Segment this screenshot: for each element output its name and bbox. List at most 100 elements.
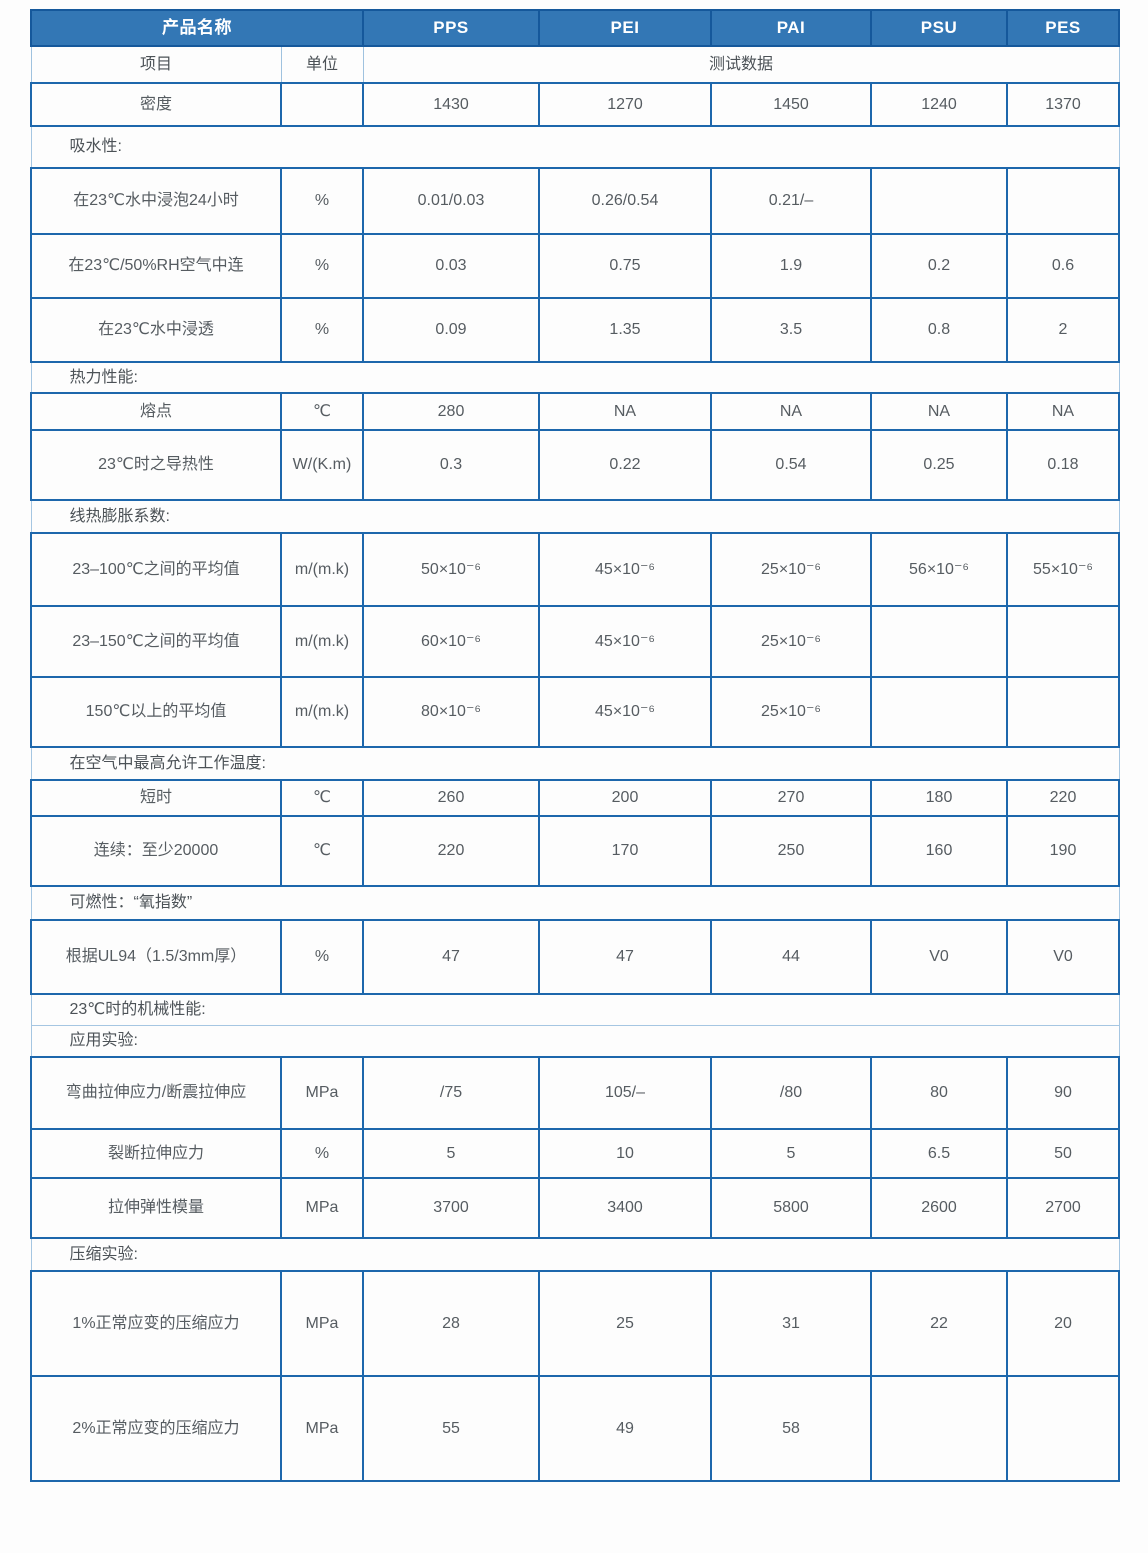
table-row: 熔点 ℃ 280 NA NA NA NA — [30, 392, 1120, 431]
value-cell: 2700 — [1006, 1177, 1120, 1239]
table-row: 拉伸弹性模量 MPa 3700 3400 5800 2600 2700 — [30, 1177, 1120, 1239]
item-label-cell: 连续：至少20000 — [30, 815, 282, 887]
page: 产品名称 PPS PEI PAI PSU PES 项目 单位 测试数据 密度 14… — [30, 9, 1120, 1482]
value-cell: 0.54 — [710, 429, 872, 501]
value-cell: NA — [1006, 392, 1120, 431]
unit-cell: % — [280, 233, 364, 299]
table-row: 23–100℃之间的平均值 m/(m.k) 50×10⁻⁶ 45×10⁻⁶ 25×10⁻… — [30, 532, 1120, 607]
unit-header: 单位 — [280, 45, 364, 84]
unit-cell — [280, 82, 364, 127]
value-cell: 0.8 — [870, 297, 1008, 363]
value-cell: 20 — [1006, 1270, 1120, 1377]
table-row: 裂断拉伸应力% 5 10 5 6.5 50 — [30, 1128, 1120, 1179]
value-cell: 49 — [538, 1375, 712, 1482]
value-cell: 200 — [538, 779, 712, 817]
section-label: 吸水性: — [30, 125, 1120, 169]
value-cell: 1270 — [538, 82, 712, 127]
value-cell: 1450 — [710, 82, 872, 127]
value-cell: V0 — [870, 919, 1008, 995]
unit-cell: m/(m.k) — [280, 676, 364, 748]
value-cell: 0.6 — [1006, 233, 1120, 299]
section-label: 线热膨胀系数: — [30, 499, 1120, 534]
value-cell: 45×10⁻⁶ — [538, 605, 712, 678]
value-cell: 90 — [1006, 1056, 1120, 1130]
value-cell: 0.01/0.03 — [362, 167, 540, 235]
column-header-pps: PPS — [362, 9, 540, 47]
table-row: 在23℃水中浸透% 0.09 1.35 3.5 0.8 2 — [30, 297, 1120, 363]
section-label: 23℃时的机械性能: — [30, 993, 1120, 1026]
table-row: 短时 ℃ 260 200 270 180 220 — [30, 779, 1120, 817]
table-row: 23℃时之导热性 W/(K.m) 0.3 0.22 0.54 0.25 0.18 — [30, 429, 1120, 501]
value-cell: 0.03 — [362, 233, 540, 299]
section-row: 应用实验: — [30, 1024, 1120, 1058]
value-cell: 45×10⁻⁶ — [538, 532, 712, 607]
value-cell: 80×10⁻⁶ — [362, 676, 540, 748]
item-label-cell: 拉伸弹性模量 — [30, 1177, 282, 1239]
item-label-cell: 弯曲拉伸应力/断震拉伸应 — [30, 1056, 282, 1130]
unit-cell: m/(m.k) — [280, 605, 364, 678]
value-cell: 25×10⁻⁶ — [710, 676, 872, 748]
table-row: 23–150℃之间的平均值 m/(m.k) 60×10⁻⁶ 45×10⁻⁶ 25×10⁻… — [30, 605, 1120, 678]
value-cell — [1006, 676, 1120, 748]
item-label-cell: 裂断拉伸应力 — [30, 1128, 282, 1179]
value-cell: 220 — [362, 815, 540, 887]
value-cell: NA — [870, 392, 1008, 431]
unit-cell: MPa — [280, 1056, 364, 1130]
value-cell: 58 — [710, 1375, 872, 1482]
section-row: 热力性能: — [30, 361, 1120, 394]
value-cell: 47 — [538, 919, 712, 995]
value-cell: 250 — [710, 815, 872, 887]
value-cell — [870, 676, 1008, 748]
unit-cell: ℃ — [280, 779, 364, 817]
value-cell: 0.18 — [1006, 429, 1120, 501]
section-row: 吸水性: — [30, 125, 1120, 169]
section-label: 可燃性：“氧指数” — [30, 885, 1120, 921]
value-cell: 1370 — [1006, 82, 1120, 127]
value-cell — [1006, 605, 1120, 678]
item-label-cell: 密度 — [30, 82, 282, 127]
value-cell: 5 — [710, 1128, 872, 1179]
value-cell: 28 — [362, 1270, 540, 1377]
value-cell: 0.22 — [538, 429, 712, 501]
value-cell: 80 — [870, 1056, 1008, 1130]
value-cell: 1430 — [362, 82, 540, 127]
value-cell: 1.9 — [710, 233, 872, 299]
section-label: 应用实验: — [30, 1024, 1120, 1058]
column-header-psu: PSU — [870, 9, 1008, 47]
value-cell: 55×10⁻⁶ — [1006, 532, 1120, 607]
item-label-cell: 150℃以上的平均值 — [30, 676, 282, 748]
unit-cell: ℃ — [280, 815, 364, 887]
value-cell: 0.26/0.54 — [538, 167, 712, 235]
value-cell: V0 — [1006, 919, 1120, 995]
item-label-cell: 在23℃/50%RH空气中连 — [30, 233, 282, 299]
item-label-cell: 根据UL94（1.5/3mm厚） — [30, 919, 282, 995]
value-cell: 270 — [710, 779, 872, 817]
value-cell: 47 — [362, 919, 540, 995]
section-label: 压缩实验: — [30, 1237, 1120, 1272]
value-cell: 2600 — [870, 1177, 1008, 1239]
item-label-cell: 1%正常应变的压缩应力 — [30, 1270, 282, 1377]
table-header-row: 产品名称 PPS PEI PAI PSU PES — [30, 9, 1120, 47]
value-cell: 31 — [710, 1270, 872, 1377]
value-cell — [870, 1375, 1008, 1482]
section-row: 可燃性：“氧指数” — [30, 885, 1120, 921]
unit-cell: MPa — [280, 1270, 364, 1377]
value-cell: 260 — [362, 779, 540, 817]
unit-cell: % — [280, 919, 364, 995]
item-label-cell: 2%正常应变的压缩应力 — [30, 1375, 282, 1482]
item-header: 项目 — [30, 45, 282, 84]
item-label-cell: 熔点 — [30, 392, 282, 431]
value-cell — [870, 605, 1008, 678]
value-cell: 60×10⁻⁶ — [362, 605, 540, 678]
unit-cell: m/(m.k) — [280, 532, 364, 607]
value-cell: 3400 — [538, 1177, 712, 1239]
value-cell: 2 — [1006, 297, 1120, 363]
value-cell: 180 — [870, 779, 1008, 817]
value-cell: 56×10⁻⁶ — [870, 532, 1008, 607]
table-row: 2%正常应变的压缩应力 MPa 55 49 58 — [30, 1375, 1120, 1482]
value-cell: 44 — [710, 919, 872, 995]
value-cell: 50×10⁻⁶ — [362, 532, 540, 607]
table-subheader-row: 项目 单位 测试数据 — [30, 45, 1120, 84]
value-cell — [870, 167, 1008, 235]
value-cell: /80 — [710, 1056, 872, 1130]
